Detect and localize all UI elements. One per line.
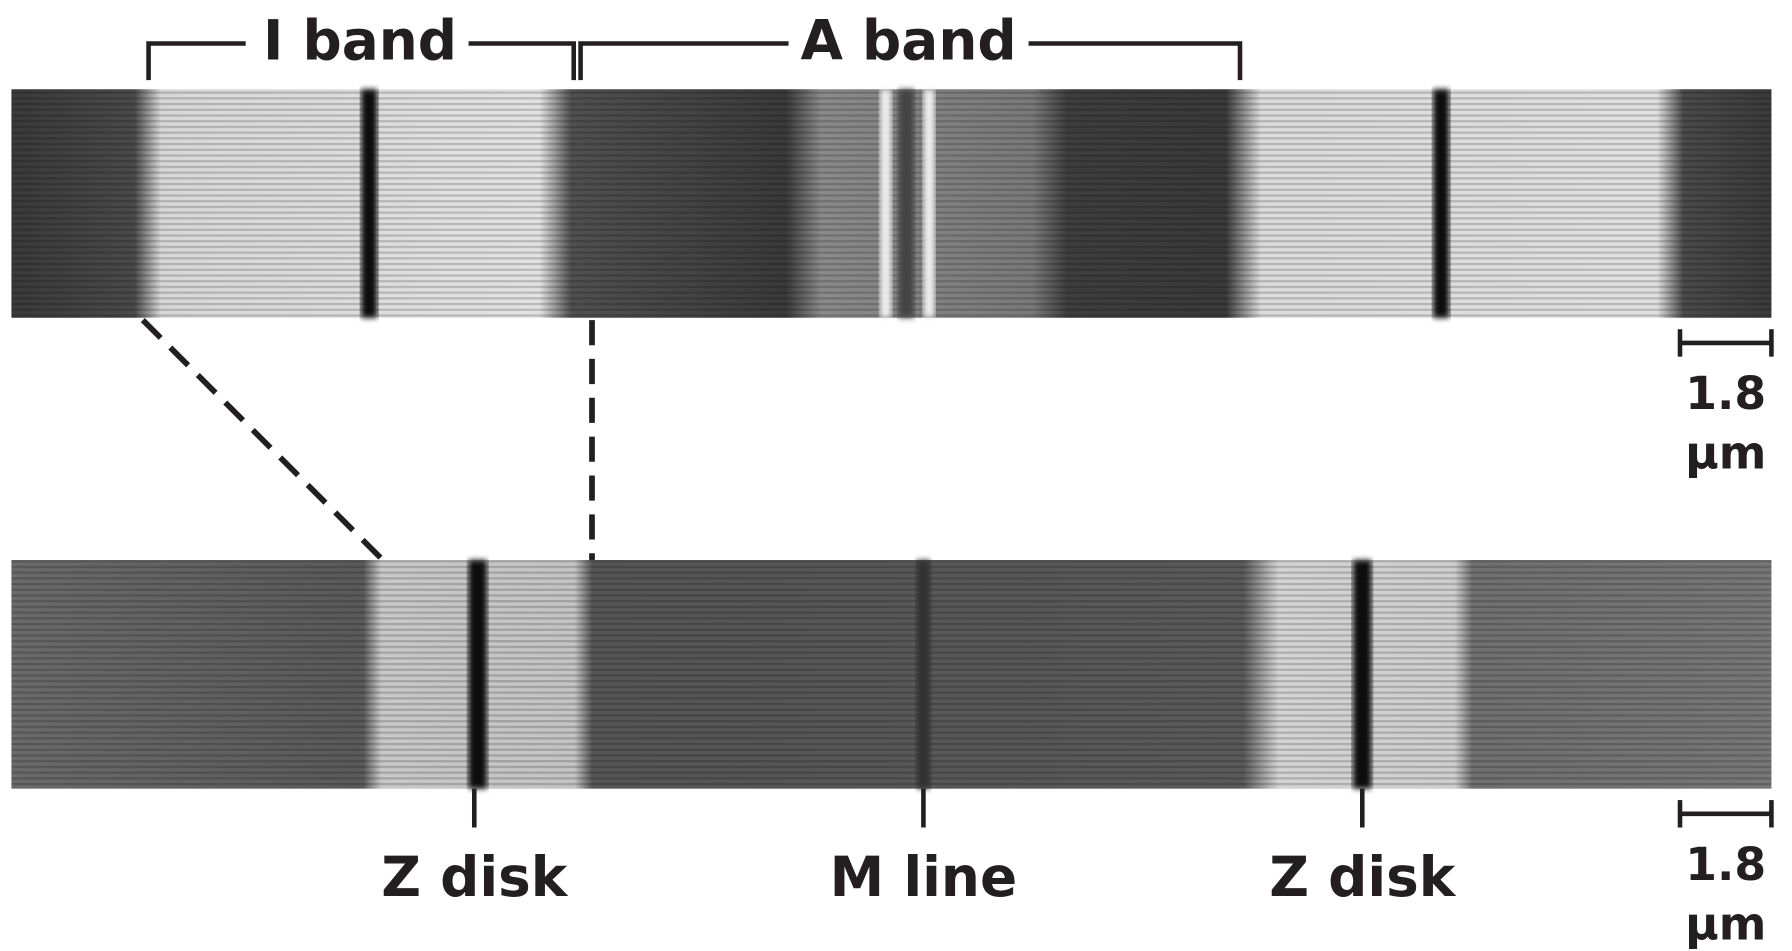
scale-unit: μm — [1685, 427, 1766, 480]
scale-length: 1.8 — [1685, 367, 1766, 420]
z-disk-label: Z disk — [381, 845, 569, 909]
figure: I band A band 1.8 μm 1.8 μm Z disk M lin… — [0, 0, 1792, 951]
i-band-label: I band — [263, 9, 457, 73]
m-line-label: M line — [830, 845, 1018, 909]
a-band-label: A band — [801, 9, 1017, 73]
page: {"top_panel": {"bracket_labels": ["I ban… — [0, 0, 1792, 951]
top-micrograph — [11, 89, 1771, 318]
marker-ticks — [474, 789, 1362, 828]
bottom-micrograph — [11, 560, 1771, 789]
scale-length: 1.8 — [1685, 838, 1766, 891]
z-disk-label: Z disk — [1269, 845, 1457, 909]
zoom-lines — [143, 320, 592, 560]
scale-unit: μm — [1685, 897, 1766, 950]
